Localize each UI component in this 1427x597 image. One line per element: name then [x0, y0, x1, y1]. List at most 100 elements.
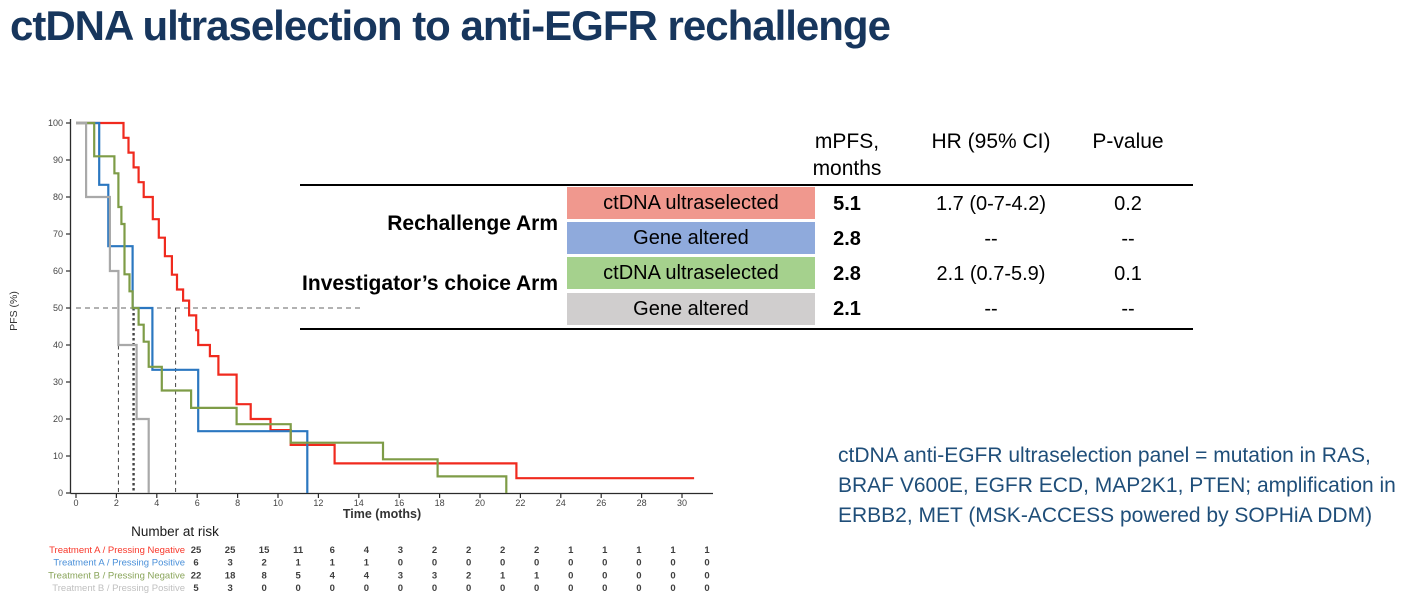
risk-value: 0 [466, 558, 471, 569]
risk-value: 1 [636, 545, 642, 556]
col-header-mpfs: mPFS, months [812, 130, 882, 180]
risk-value: 22 [191, 570, 202, 581]
risk-value: 25 [191, 545, 202, 556]
svg-text:4: 4 [154, 498, 159, 508]
risk-value: 1 [670, 545, 676, 556]
svg-text:10: 10 [273, 498, 283, 508]
risk-value: 5 [296, 570, 302, 581]
risk-value: 0 [602, 558, 607, 569]
svg-text:26: 26 [596, 498, 606, 508]
risk-value: 18 [225, 570, 236, 581]
risk-value: 0 [602, 570, 607, 581]
hr-value: -- [984, 228, 998, 250]
risk-value: 4 [364, 545, 370, 556]
svg-text:24: 24 [556, 498, 566, 508]
risk-value: 1 [534, 570, 540, 581]
svg-text:30: 30 [677, 498, 687, 508]
risk-value: 0 [636, 558, 641, 569]
svg-text:20: 20 [475, 498, 485, 508]
hr-value: -- [984, 298, 998, 320]
risk-value: 0 [636, 570, 641, 581]
hr-value: 1.7 (0-7-4.2) [935, 193, 1047, 215]
risk-value: 0 [670, 583, 675, 594]
footnote: ctDNA anti-EGFR ultraselection panel = m… [838, 441, 1426, 531]
p-value: -- [1121, 228, 1135, 250]
risk-value: 0 [602, 583, 607, 594]
risk-value: 0 [500, 583, 505, 594]
risk-value: 0 [568, 570, 573, 581]
svg-text:50: 50 [53, 303, 63, 313]
risk-value: 25 [225, 545, 236, 556]
risk-value: 3 [227, 558, 232, 569]
risk-value: 0 [500, 558, 505, 569]
risk-value: 2 [432, 545, 437, 556]
svg-text:70: 70 [53, 229, 63, 239]
svg-text:0: 0 [58, 488, 63, 498]
km-curve [76, 121, 508, 493]
risk-value: 2 [466, 545, 471, 556]
risk-value: 1 [704, 545, 710, 556]
svg-text:30: 30 [53, 377, 63, 387]
risk-value: 0 [398, 583, 403, 594]
risk-value: 3 [432, 570, 437, 581]
risk-value: 0 [568, 558, 573, 569]
risk-value: 6 [193, 558, 198, 569]
risk-value: 4 [364, 570, 370, 581]
risk-value: 0 [534, 583, 539, 594]
number-at-risk-table: Number at risk Treatment A / Pressing Neg… [48, 524, 710, 594]
risk-value: 0 [704, 570, 709, 581]
risk-value: 8 [261, 570, 266, 581]
risk-value: 0 [670, 570, 675, 581]
y-axis-label: PFS (%) [8, 291, 20, 331]
risk-row-label: Treatment B / Pressing Negative [48, 570, 185, 581]
risk-value: 6 [330, 545, 335, 556]
risk-value: 4 [330, 570, 336, 581]
risk-value: 0 [330, 583, 335, 594]
risk-row-label: Treatment A / Pressing Negative [49, 545, 185, 556]
risk-value: 1 [568, 545, 574, 556]
km-curve [76, 121, 150, 493]
footnote-line: BRAF V600E, EGFR ECD, MAP2K1, PTEN; ampl… [838, 474, 1396, 497]
risk-value: 0 [534, 558, 539, 569]
mpfs-value: 2.8 [833, 263, 861, 285]
risk-value: 1 [296, 558, 302, 569]
risk-value: 3 [398, 570, 403, 581]
hr-value: 2.1 (0.7-5.9) [936, 263, 1046, 285]
footnote-line: ERBB2, MET (MSK-ACCESS powered by SOPHiA… [838, 504, 1373, 527]
svg-text:40: 40 [53, 340, 63, 350]
km-curve [76, 121, 695, 480]
col-header-pvalue: P-value [1092, 130, 1164, 153]
risk-row-label: Treatment A / Pressing Positive [53, 558, 185, 569]
p-value: 0.2 [1114, 193, 1142, 215]
footnote-line: ctDNA anti-EGFR ultraselection panel = m… [838, 444, 1371, 467]
risk-table-title: Number at risk [131, 524, 219, 539]
risk-value: 2 [466, 570, 471, 581]
risk-value: 0 [636, 583, 641, 594]
risk-value: 1 [364, 558, 370, 569]
svg-text:28: 28 [637, 498, 647, 508]
risk-value: 0 [398, 558, 403, 569]
svg-text:10: 10 [53, 451, 63, 461]
svg-text:20: 20 [53, 414, 63, 424]
svg-text:14: 14 [354, 498, 364, 508]
risk-value: 3 [227, 583, 232, 594]
svg-text:2: 2 [114, 498, 119, 508]
svg-text:90: 90 [53, 155, 63, 165]
risk-value: 3 [398, 545, 403, 556]
svg-text:6: 6 [195, 498, 200, 508]
risk-value: 0 [670, 558, 675, 569]
p-value: 0.1 [1114, 263, 1142, 285]
col-header-hr: HR (95% CI) [931, 130, 1051, 153]
risk-value: 0 [432, 583, 437, 594]
risk-value: 5 [193, 583, 199, 594]
risk-value: 2 [261, 558, 266, 569]
risk-value: 1 [330, 558, 336, 569]
svg-text:100: 100 [48, 118, 63, 128]
svg-text:12: 12 [313, 498, 323, 508]
risk-value: 0 [568, 583, 573, 594]
risk-value: 0 [296, 583, 301, 594]
risk-value: 0 [704, 583, 709, 594]
